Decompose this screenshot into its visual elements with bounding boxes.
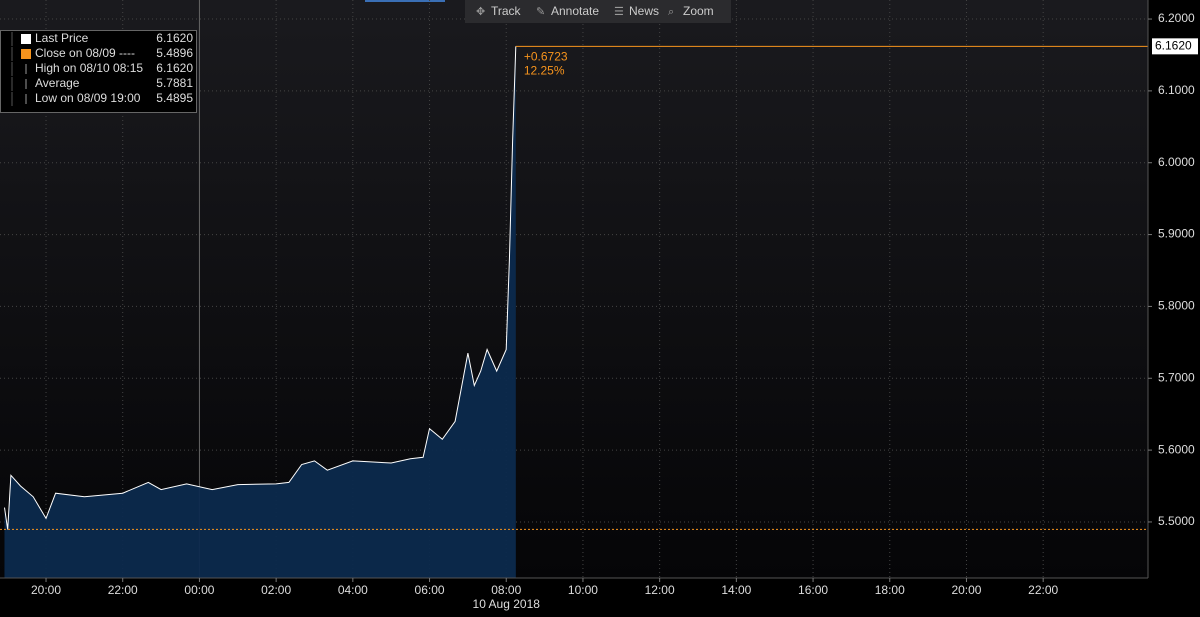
x-tick-label: 10:00 [568, 583, 598, 597]
x-tick-label: 00:00 [184, 583, 214, 597]
toolbar-button-label[interactable]: Track [491, 4, 522, 18]
x-tick-label: 20:00 [31, 583, 61, 597]
legend-swatch [21, 49, 31, 59]
last-price-tag-label: 6.1620 [1155, 39, 1192, 53]
legend-box [0, 30, 197, 113]
x-tick-label: 22:00 [108, 583, 138, 597]
area [4, 46, 516, 579]
toolbar-icon: ☰ [614, 6, 624, 18]
x-tick-label: 08:00 [491, 583, 521, 597]
x-tick-label: 18:00 [875, 583, 905, 597]
toolbar-background [465, 0, 731, 23]
x-tick-label: 04:00 [338, 583, 368, 597]
toolbar-button[interactable]: ☰ News [614, 4, 659, 18]
legend-label: High on 08/10 08:15 [35, 61, 143, 75]
toolbar-icon: ⌕ [668, 6, 674, 18]
toolbar-icon: ✎ [536, 6, 545, 18]
x-tick-label: 14:00 [721, 583, 751, 597]
last-price-tag [1152, 38, 1198, 55]
x-tick-label: 16:00 [798, 583, 828, 597]
y-tick-label: 5.7000 [1158, 370, 1195, 384]
axes: 5.5000 5.6000 5.7000 5.8000 5.9000 6.0000 6.10… [31, 11, 1198, 611]
x-tick-label: 12:00 [645, 583, 675, 597]
legend-value: 5.4895 [156, 91, 193, 105]
scroll-indicator [365, 0, 445, 2]
legend-label: Average [35, 76, 80, 90]
grid [0, 0, 1148, 578]
y-tick-label: 6.2000 [1158, 11, 1195, 25]
y-tick-label: 6.1000 [1158, 83, 1195, 97]
change-label: +0.6723 [524, 50, 568, 64]
legend-label: Low on 08/09 19:00 [35, 91, 141, 105]
toolbar-button[interactable]: ✥ Track [476, 4, 522, 18]
y-tick-label: 5.9000 [1158, 227, 1195, 241]
legend-swatch [21, 34, 31, 44]
x-tick-label: 22:00 [1028, 583, 1058, 597]
legend-label: Close on 08/09 ---- [35, 46, 135, 60]
toolbar-button-label[interactable]: Zoom [683, 4, 714, 18]
legend-value: 6.1620 [156, 61, 193, 75]
y-tick-label: 5.5000 [1158, 514, 1195, 528]
legend-value: 5.4896 [156, 46, 193, 60]
y-tick-label: 5.8000 [1158, 299, 1195, 313]
toolbar-button[interactable]: ✎ Annotate [536, 4, 599, 18]
y-tick-label: 5.6000 [1158, 442, 1195, 456]
change-pct-label: 12.25% [524, 64, 565, 78]
legend-label: Last Price [35, 31, 89, 45]
x-tick-label: 02:00 [261, 583, 291, 597]
date-label: 10 Aug 2018 [473, 597, 541, 611]
legend-value: 5.7881 [156, 76, 193, 90]
x-tick-label: 06:00 [415, 583, 445, 597]
toolbar-button-label[interactable]: Annotate [551, 4, 599, 18]
legend: Last Price 6.1620 Close on 08/09 ---- 5.489… [0, 30, 197, 113]
legend-value: 6.1620 [156, 31, 193, 45]
price-line [4, 46, 517, 530]
toolbar-icon: ✥ [476, 6, 485, 18]
toolbar-button-label[interactable]: News [629, 4, 659, 18]
toolbar: ✥ Track ✎ Annotate ☰ News ⌕ Zoom [465, 0, 731, 23]
toolbar-button[interactable]: ⌕ Zoom [668, 4, 714, 18]
x-tick-label: 20:00 [951, 583, 981, 597]
y-tick-label: 6.0000 [1158, 155, 1195, 169]
